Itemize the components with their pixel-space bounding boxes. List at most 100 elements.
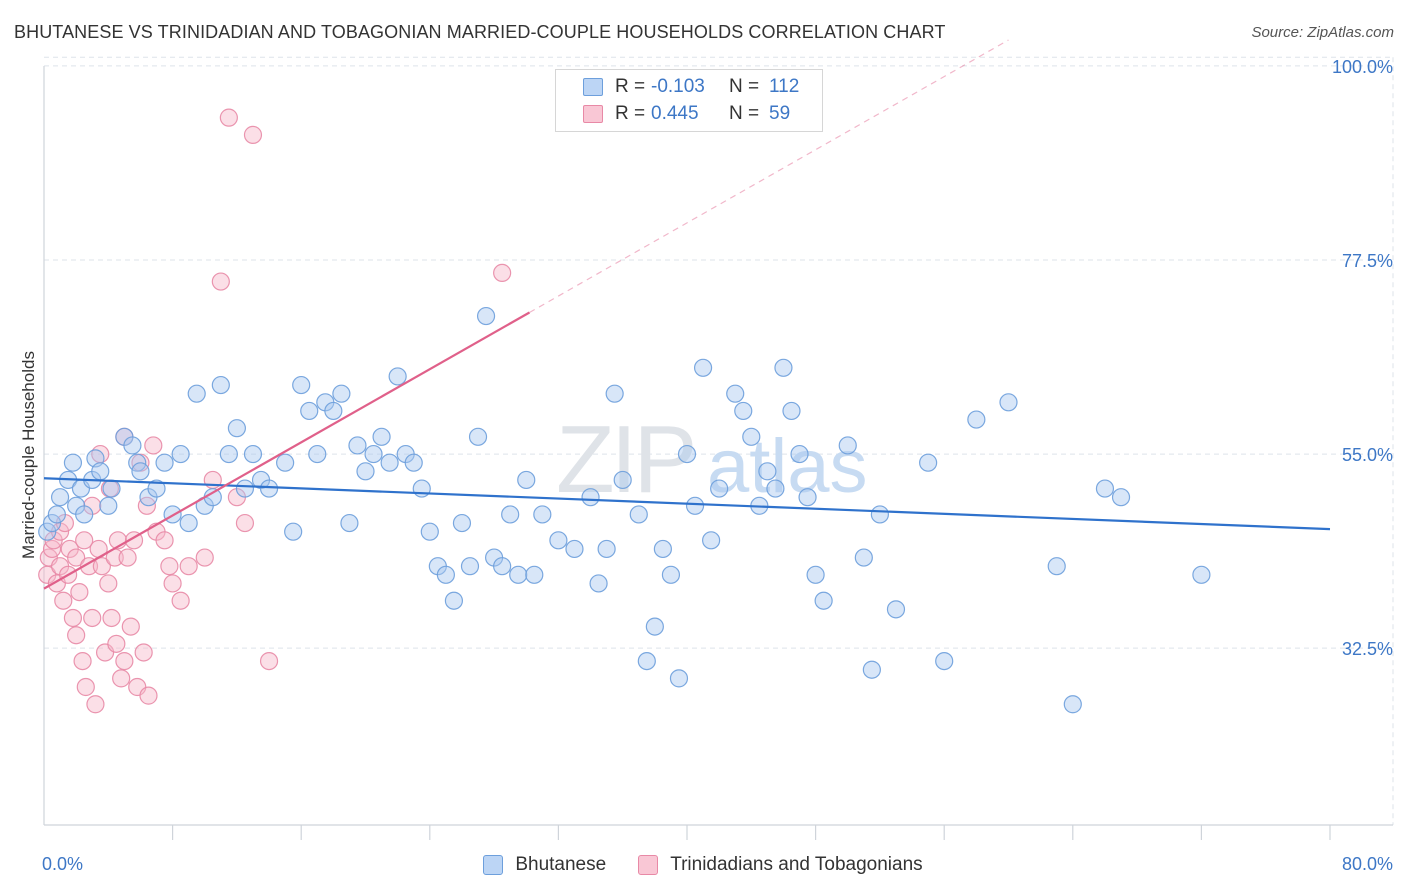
bhutanese-point xyxy=(420,522,439,541)
bhutanese-point xyxy=(501,505,520,524)
bhutanese-point xyxy=(517,470,536,490)
trinidadian-point xyxy=(67,626,86,645)
trinidadian-point xyxy=(160,557,179,576)
bhutanese-point xyxy=(468,427,488,446)
bhutanese-point xyxy=(854,548,873,567)
bhutanese-point xyxy=(436,565,455,584)
trinidadian-point xyxy=(493,263,512,283)
bhutanese-point xyxy=(605,384,624,403)
bhutanese-point xyxy=(935,651,954,671)
trinidadian-point xyxy=(115,651,134,671)
trinidadian-point xyxy=(155,531,174,550)
bhutanese-point xyxy=(533,505,552,524)
bhutanese-point xyxy=(412,479,431,498)
bhutanese-point xyxy=(702,531,721,550)
bhutanese-point xyxy=(340,513,359,533)
trinidadian-point xyxy=(243,125,263,144)
trinidadian-point xyxy=(54,591,73,610)
bhutanese-point xyxy=(806,565,825,584)
bhutanese-point xyxy=(862,660,881,679)
trinidadian-point xyxy=(75,531,94,550)
trinidadian-point xyxy=(171,591,190,610)
bhutanese-point xyxy=(155,453,174,472)
bhutanese-point xyxy=(1192,565,1211,584)
bhutanese-point xyxy=(388,367,407,386)
bhutanese-point xyxy=(919,453,938,472)
legend-r-value: -0.103 xyxy=(651,76,705,97)
axes xyxy=(43,66,1393,840)
bhutanese-point xyxy=(870,505,890,524)
bhutanese-point xyxy=(565,539,584,559)
series-legend-bhutanese[interactable]: Bhutanese xyxy=(483,854,606,876)
trinidadian-point xyxy=(121,617,140,636)
trinidadian-point xyxy=(134,643,153,662)
bhutanese-point xyxy=(179,513,198,533)
bhutanese-point xyxy=(766,479,785,498)
bhutanese-point xyxy=(790,444,809,464)
bhutanese-point xyxy=(758,462,777,481)
bhutanese-point xyxy=(123,436,142,455)
trinidadian-point xyxy=(259,651,279,671)
bhutanese-point xyxy=(589,574,608,593)
bhutanese-point xyxy=(742,427,761,446)
series-swatch-trinidadian xyxy=(638,855,659,875)
points-trinidadian xyxy=(38,108,512,714)
bhutanese-point xyxy=(460,557,480,576)
watermark-zip: ZIP xyxy=(556,406,693,513)
bhutanese-point xyxy=(581,488,600,507)
y-tick-label: 77.5% xyxy=(1342,251,1393,271)
bhutanese-point xyxy=(276,453,295,472)
legend-row-trinidadian: R = 0.445 N = 59 xyxy=(583,101,790,127)
trinidadian-point xyxy=(70,582,89,602)
correlation-legend: R = -0.103 N = 112 R = 0.445 N = 59 xyxy=(555,69,823,132)
bhutanese-point xyxy=(886,600,906,619)
watermark-atlas: atlas xyxy=(707,424,868,509)
bhutanese-point xyxy=(348,436,367,455)
gridlines xyxy=(44,56,1394,825)
bhutanese-point xyxy=(661,565,681,584)
bhutanese-point xyxy=(509,565,528,584)
bhutanese-point xyxy=(693,358,713,377)
trinidadian-point xyxy=(195,548,214,567)
bhutanese-point xyxy=(284,522,303,541)
legend-n-value: 59 xyxy=(769,103,791,124)
bhutanese-point xyxy=(645,617,664,636)
bhutanese-point xyxy=(372,427,391,446)
bhutanese-point xyxy=(47,505,66,524)
legend-swatch-trinidadian xyxy=(583,105,603,123)
bhutanese-point xyxy=(102,479,121,498)
bhutanese-point xyxy=(476,306,496,326)
trend-lines xyxy=(43,39,1331,590)
trinidadian-point xyxy=(63,608,83,628)
bhutanese-point xyxy=(629,505,648,524)
trinidadian-point xyxy=(235,513,255,533)
bhutanese-point xyxy=(292,375,311,395)
bhutanese-point xyxy=(525,565,544,584)
y-tick-label: 55.0% xyxy=(1342,445,1393,465)
bhutanese-point xyxy=(259,479,279,498)
watermark: ZIP atlas xyxy=(556,406,868,513)
trinidadian-point xyxy=(219,108,238,127)
series-legend-trinidadian[interactable]: Trinidadians and Tobagonians xyxy=(638,854,923,876)
legend-r-label: R = xyxy=(615,103,646,124)
bhutanese-point xyxy=(42,513,62,533)
bhutanese-point xyxy=(364,444,383,464)
bhutanese-point xyxy=(814,591,833,610)
y-axis-label: Married-couple Households xyxy=(19,351,38,559)
bhutanese-point xyxy=(1063,695,1082,714)
bhutanese-point xyxy=(597,539,616,559)
bhutanese-point xyxy=(404,453,423,472)
bhutanese-point xyxy=(669,669,689,688)
bhutanese-point xyxy=(300,401,319,421)
bhutanese-point xyxy=(235,479,255,498)
bhutanese-point xyxy=(243,444,263,464)
x-tick-label: 0.0% xyxy=(42,854,83,874)
bhutanese-trend-line xyxy=(43,477,1331,531)
bhutanese-point xyxy=(308,444,327,464)
trinidadian-point xyxy=(99,574,118,593)
bhutanese-point xyxy=(131,462,150,481)
bhutanese-point xyxy=(356,462,375,481)
legend-n-value: 112 xyxy=(769,76,800,97)
bhutanese-point xyxy=(999,393,1018,412)
source-label: Source: ZipAtlas.com xyxy=(1251,24,1394,41)
